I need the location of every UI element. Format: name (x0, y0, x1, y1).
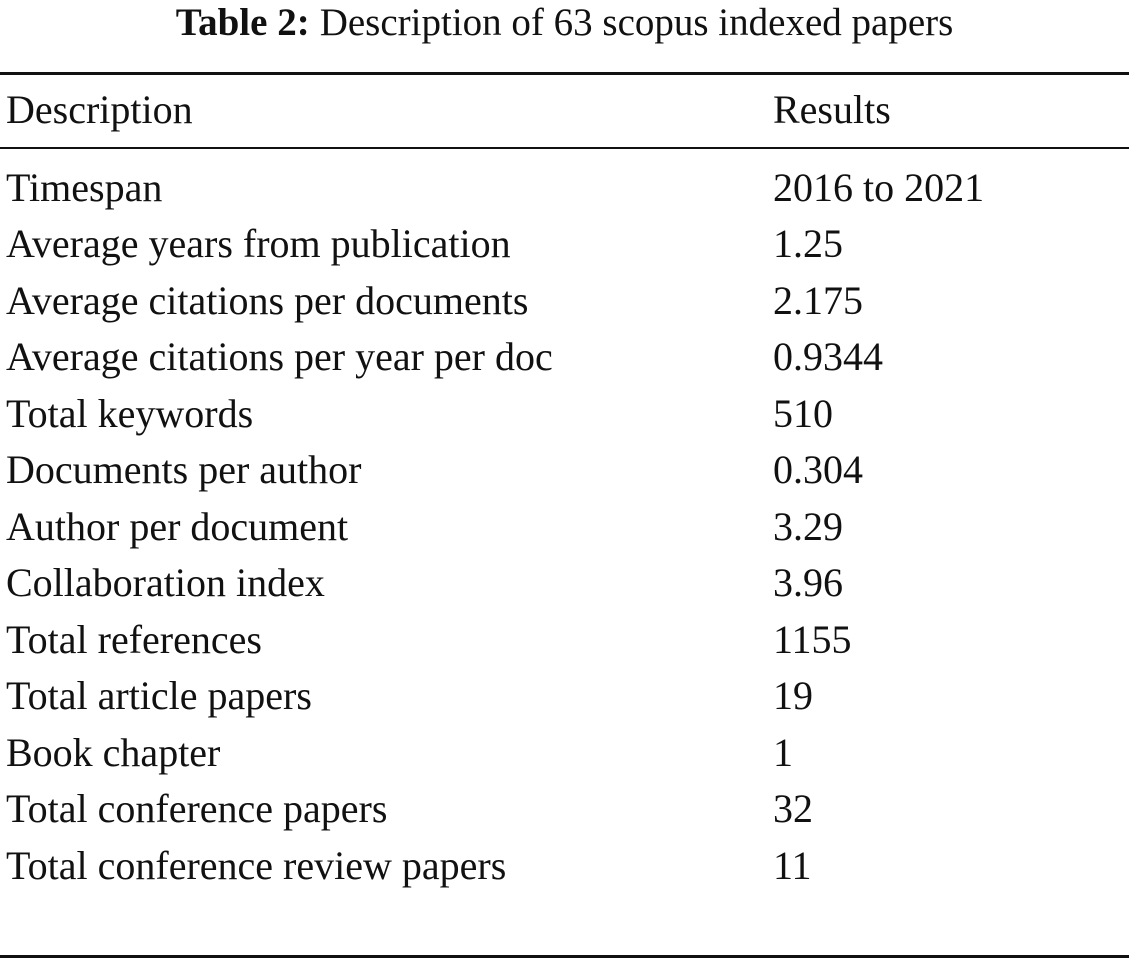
result-cell: 32 (773, 786, 813, 832)
result-cell: 1 (773, 729, 793, 775)
result-cell: 3.96 (773, 560, 843, 606)
description-cell: Average citations per year per doc (6, 334, 553, 380)
result-cell: 2016 to 2021 (773, 165, 985, 210)
description-cell: Average citations per documents (6, 277, 529, 323)
result-cell: 1155 (773, 616, 852, 662)
description-cell: Collaboration index (6, 560, 325, 606)
description-cell: Book chapter (6, 729, 221, 775)
result-cell: 19 (773, 673, 813, 719)
bottom-rule (0, 955, 1129, 958)
description-cell: Timespan (6, 165, 163, 210)
result-cell: 3.29 (773, 503, 843, 549)
header-rule (0, 147, 1129, 149)
result-cell: 11 (773, 842, 812, 888)
caption-label: Table 2: (175, 1, 310, 44)
result-cell: 2.175 (773, 277, 863, 323)
caption-text: Description of 63 scopus indexed papers (319, 1, 954, 44)
description-cell: Documents per author (6, 447, 362, 493)
result-cell: 510 (773, 390, 833, 436)
top-rule (0, 72, 1129, 75)
header-cell: Results (773, 87, 891, 132)
result-cell: 1.25 (773, 221, 843, 267)
description-cell: Total conference papers (6, 786, 388, 832)
description-cell: Total keywords (6, 390, 254, 436)
description-cell: Total conference review papers (6, 842, 507, 888)
result-cell: 0.9344 (773, 334, 883, 380)
description-cell: Total article papers (6, 673, 312, 719)
description-cell: Author per document (6, 503, 349, 549)
table-caption: Table 2: Description of 63 scopus indexed… (0, 0, 1129, 46)
description-cell: Total references (6, 616, 262, 662)
result-cell: 0.304 (773, 447, 863, 493)
header-cell: Description (6, 87, 193, 132)
description-cell: Average years from publication (6, 221, 511, 267)
